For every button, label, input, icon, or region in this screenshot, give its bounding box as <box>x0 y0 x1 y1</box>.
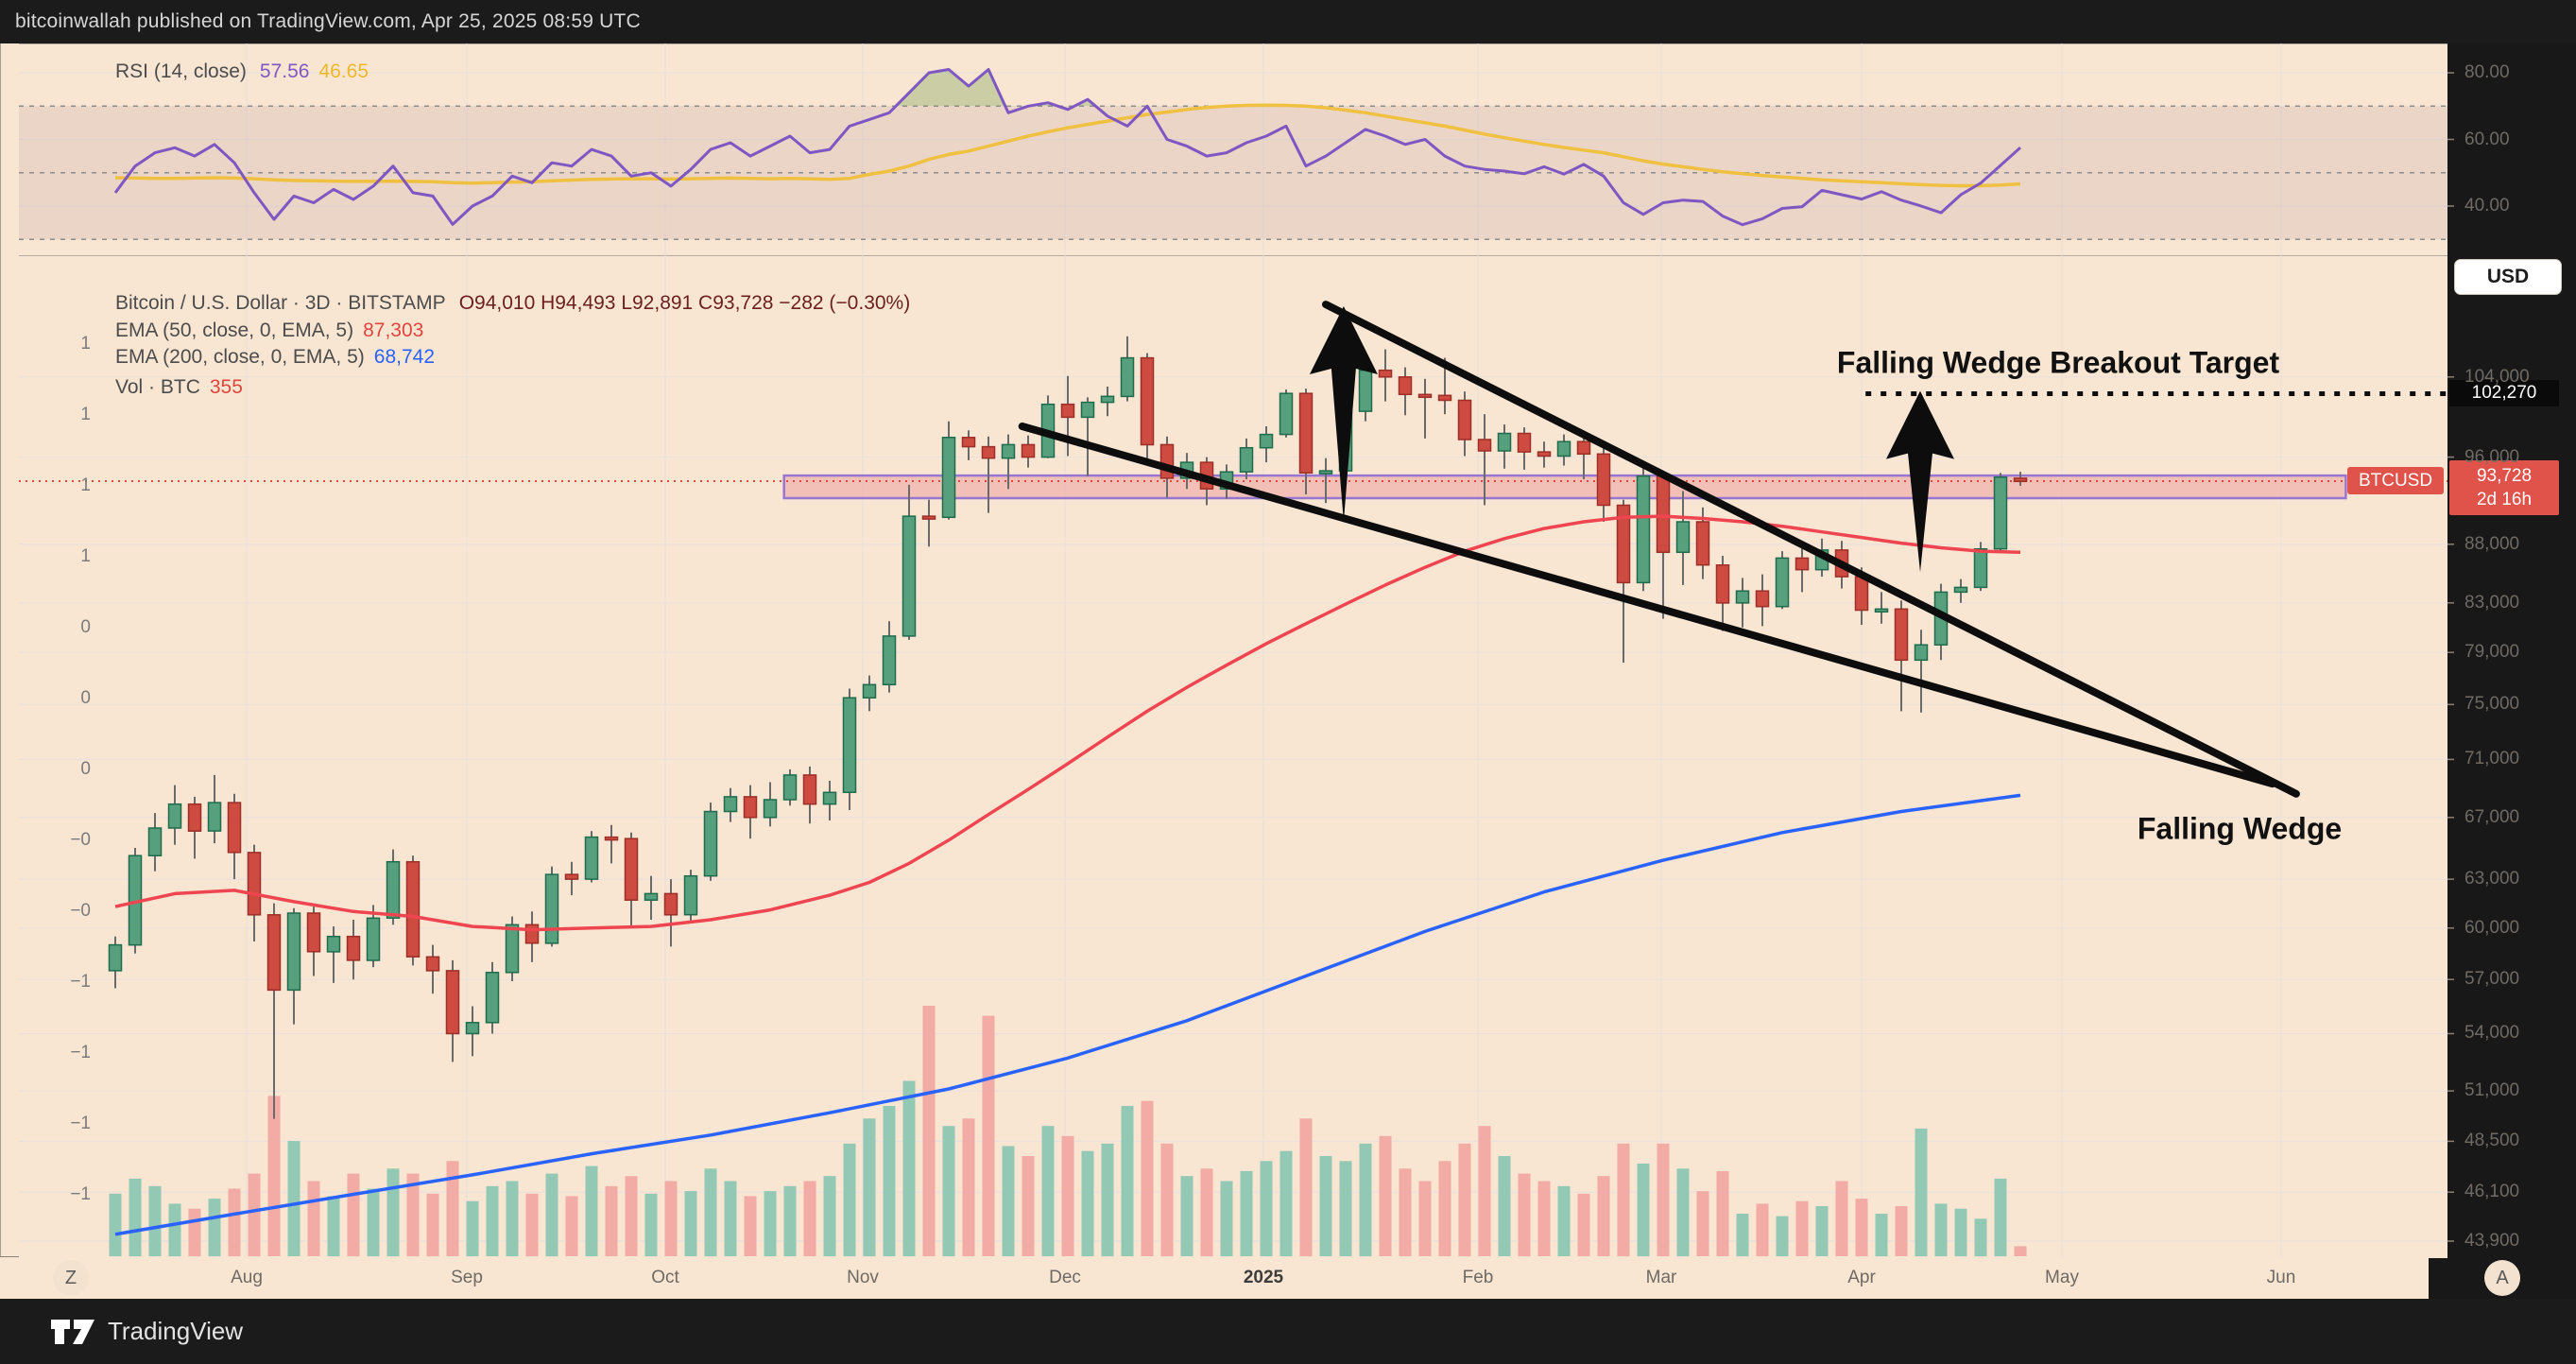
rsi-tick-label: 60.00 <box>2464 129 2510 149</box>
rsi-ma-value: 46.65 <box>318 60 369 82</box>
price-tick-label: 75,000 <box>2464 694 2520 715</box>
ema50-value: 87,303 <box>363 319 424 341</box>
left-scale-label: −1 <box>70 972 91 992</box>
price-tick-label: 79,000 <box>2464 642 2520 663</box>
price-tick-label: 88,000 <box>2464 533 2520 554</box>
auto-scale-button[interactable]: A <box>2484 1260 2520 1296</box>
left-scale-label: 1 <box>80 475 91 495</box>
price-tick-label: 43,900 <box>2464 1230 2520 1251</box>
time-axis-label: Apr <box>1847 1268 1876 1287</box>
price-tick-label: 46,100 <box>2464 1182 2520 1202</box>
ema50-legend: EMA (50, close, 0, EMA, 5) 87,303 <box>115 319 423 342</box>
left-scale-label: 0 <box>80 617 91 637</box>
currency-toggle-button[interactable]: USD <box>2454 259 2562 295</box>
rsi-tick-label: 80.00 <box>2464 62 2510 82</box>
time-axis-label: Aug <box>231 1268 263 1287</box>
tradingview-logo-icon <box>51 1319 94 1344</box>
price-tick-label: 63,000 <box>2464 869 2520 889</box>
symbol-legend: Bitcoin / U.S. Dollar · 3D · BITSTAMP O94… <box>115 292 910 315</box>
rsi-tick-label: 40.00 <box>2464 196 2510 216</box>
ema200-value: 68,742 <box>373 346 436 368</box>
price-tick-label: 60,000 <box>2464 917 2520 938</box>
price-tick-label: 48,500 <box>2464 1131 2520 1151</box>
left-scale-label: −1 <box>70 1043 91 1062</box>
left-scale-label: 1 <box>80 405 91 424</box>
tradingview-brand-text: TradingView <box>108 1317 244 1345</box>
left-scale-label: 1 <box>80 334 91 354</box>
volume-legend: Vol · BTC 355 <box>115 376 243 399</box>
left-scale-label: −1 <box>70 1114 91 1133</box>
publish-banner-text: bitcoinwallah published on TradingView.c… <box>15 10 641 32</box>
time-axis-label: May <box>2045 1268 2079 1287</box>
symbol-price-tag: BTCUSD <box>2347 467 2444 494</box>
time-axis-label: Sep <box>451 1268 483 1287</box>
left-scale-label: 0 <box>80 688 91 708</box>
rsi-legend: RSI (14, close) 57.56 46.65 <box>115 60 369 83</box>
ema200-legend: EMA (200, close, 0, EMA, 5) 68,742 <box>115 346 435 369</box>
rsi-value: 57.56 <box>259 60 310 82</box>
symbol-title: Bitcoin / U.S. Dollar · 3D · BITSTAMP <box>115 292 446 314</box>
candle-countdown: 2d 16h <box>2476 490 2533 509</box>
volume-label: Vol · BTC <box>115 376 200 398</box>
timezone-button[interactable]: Z <box>53 1260 89 1296</box>
breakout-target-annotation: Falling Wedge Breakout Target <box>1836 345 2280 380</box>
publish-banner: bitcoinwallah published on TradingView.c… <box>0 0 2576 43</box>
left-scale-label: −0 <box>70 901 91 921</box>
time-axis-label: Nov <box>847 1268 879 1287</box>
time-axis-label: Jun <box>2266 1268 2296 1287</box>
left-scale-label: −0 <box>70 830 91 850</box>
left-scale-label: 0 <box>80 759 91 779</box>
ohlc-readout: O94,010 H94,493 L92,891 C93,728 −282 (−0… <box>458 292 911 314</box>
time-axis-label: Feb <box>1462 1268 1494 1287</box>
time-axis-label: Oct <box>651 1268 679 1287</box>
price-tick-label: 51,000 <box>2464 1080 2520 1101</box>
price-tick-label: 54,000 <box>2464 1023 2520 1044</box>
rsi-legend-label: RSI (14, close) <box>115 60 247 82</box>
time-axis-label: 2025 <box>1243 1268 1284 1287</box>
price-tick-label: 57,000 <box>2464 969 2520 990</box>
target-price-badge: 102,270 <box>2449 380 2559 406</box>
falling-wedge-annotation: Falling Wedge <box>2137 811 2343 846</box>
price-tick-label: 71,000 <box>2464 749 2520 769</box>
footer-bar: TradingView <box>0 1299 2576 1364</box>
price-tick-label: 96,000 <box>2464 446 2520 467</box>
ema50-label: EMA (50, close, 0, EMA, 5) <box>115 319 354 341</box>
volume-value: 355 <box>209 376 243 398</box>
ema200-label: EMA (200, close, 0, EMA, 5) <box>115 346 365 368</box>
price-tick-label: 67,000 <box>2464 806 2520 827</box>
time-axis-label: Dec <box>1049 1268 1081 1287</box>
last-price-value: 93,728 <box>2476 466 2533 486</box>
last-price-badge: 93,728 2d 16h <box>2449 460 2559 515</box>
left-scale-label: −1 <box>70 1184 91 1204</box>
time-axis-label: Mar <box>1645 1268 1677 1287</box>
price-tick-label: 83,000 <box>2464 592 2520 613</box>
price-tick-label: 104,000 <box>2464 366 2530 387</box>
left-scale-label: 1 <box>80 546 91 566</box>
